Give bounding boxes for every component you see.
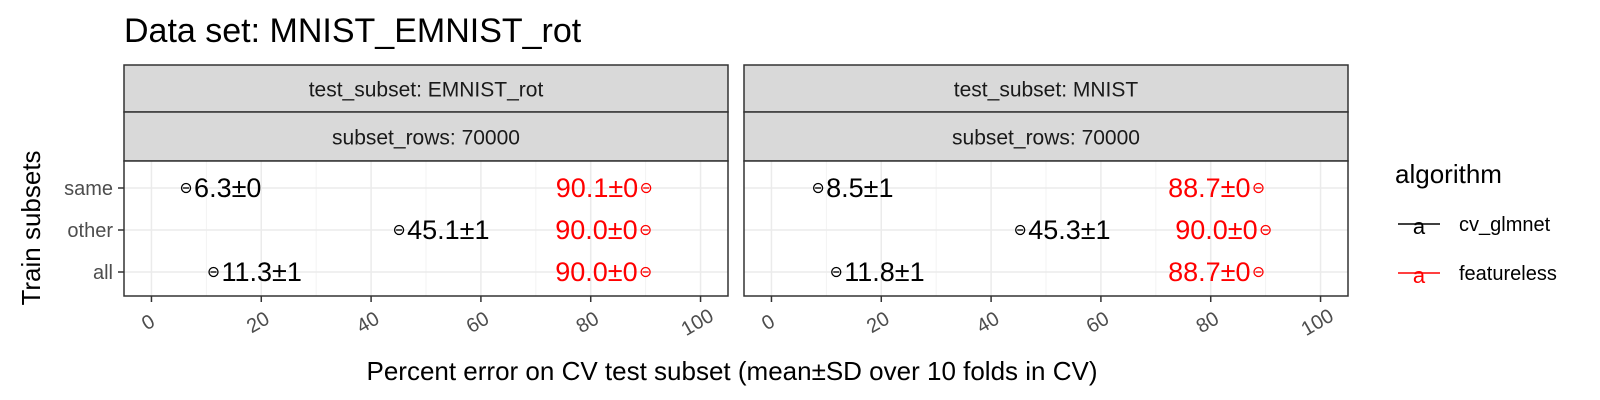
- panel-border: [743, 160, 1349, 297]
- featureless-value-label: 90.0±0: [555, 257, 637, 287]
- featureless-point: [640, 224, 651, 236]
- facet-panel: test_subset: EMNIST_rot subset_rows: 7000…: [64, 64, 729, 341]
- cv_glmnet-point: [1015, 224, 1026, 236]
- facet-panel: test_subset: MNIST subset_rows: 70000 8.5±…: [743, 64, 1349, 341]
- featureless-point: [1253, 266, 1264, 278]
- x-tick-label: 100: [1298, 305, 1338, 341]
- x-axis-label: Percent error on CV test subset (mean±SD…: [366, 356, 1097, 386]
- featureless-point: [640, 266, 651, 278]
- featureless-value-label: 90.0±0: [1175, 215, 1257, 245]
- cv_glmnet-value-label: 8.5±1: [826, 173, 893, 203]
- legend-key-glyph: a: [1413, 263, 1426, 288]
- strip-top-label: test_subset: MNIST: [954, 79, 1139, 102]
- x-tick-label: 60: [463, 308, 493, 338]
- featureless-value-label: 88.7±0: [1168, 173, 1250, 203]
- x-tick-label: 40: [973, 308, 1003, 338]
- strip-bottom-box: [743, 111, 1349, 162]
- featureless-point: [1253, 182, 1264, 194]
- y-tick-label: same: [64, 178, 113, 200]
- strip-top-box: [123, 64, 729, 113]
- x-tick-label: 0: [758, 310, 779, 335]
- x-tick-label: 40: [353, 308, 383, 338]
- cv_glmnet-point: [831, 266, 842, 278]
- cv_glmnet-point: [180, 182, 192, 194]
- cv_glmnet-point: [393, 224, 405, 236]
- strip-bottom-label: subset_rows: 70000: [952, 127, 1140, 150]
- legend-entry: a cv_glmnet: [1398, 214, 1551, 239]
- chart-title: Data set: MNIST_EMNIST_rot: [124, 12, 582, 50]
- x-tick-label: 0: [138, 310, 159, 335]
- cv_glmnet-value-label: 11.3±1: [222, 257, 302, 287]
- facet-panels: test_subset: EMNIST_rot subset_rows: 7000…: [64, 64, 1349, 341]
- y-axis-label: Train subsets: [16, 150, 46, 305]
- x-tick-label: 80: [1193, 308, 1223, 338]
- cv_glmnet-point: [208, 266, 219, 278]
- x-tick-label: 60: [1083, 308, 1113, 338]
- legend-entry-label: featureless: [1459, 263, 1557, 285]
- featureless-point: [1260, 224, 1271, 236]
- strip-top-label: test_subset: EMNIST_rot: [309, 79, 544, 102]
- legend-entry-label: cv_glmnet: [1459, 214, 1551, 236]
- cv_glmnet-value-label: 45.3±1: [1028, 215, 1110, 245]
- y-tick-label: all: [93, 262, 113, 284]
- cv_glmnet-point: [812, 182, 824, 194]
- x-tick-label: 80: [573, 308, 603, 338]
- panel-border: [123, 160, 729, 297]
- cv_glmnet-value-label: 6.3±0: [194, 173, 261, 203]
- cv_glmnet-value-label: 45.1±1: [407, 215, 489, 245]
- legend-entry: a featureless: [1398, 263, 1557, 288]
- x-tick-label: 20: [863, 308, 893, 338]
- cv_glmnet-value-label: 11.8±1: [844, 257, 924, 287]
- x-tick-label: 20: [243, 308, 273, 338]
- legend-title: algorithm: [1395, 159, 1502, 189]
- featureless-value-label: 88.7±0: [1168, 257, 1250, 287]
- strip-bottom-box: [123, 111, 729, 162]
- featureless-value-label: 90.0±0: [555, 215, 637, 245]
- strip-top-box: [743, 64, 1349, 113]
- y-tick-label: other: [67, 220, 113, 242]
- legend-key-glyph: a: [1413, 214, 1426, 239]
- x-tick-label: 100: [678, 305, 718, 341]
- featureless-value-label: 90.1±0: [556, 173, 638, 203]
- featureless-point: [641, 182, 652, 194]
- strip-bottom-label: subset_rows: 70000: [332, 127, 520, 150]
